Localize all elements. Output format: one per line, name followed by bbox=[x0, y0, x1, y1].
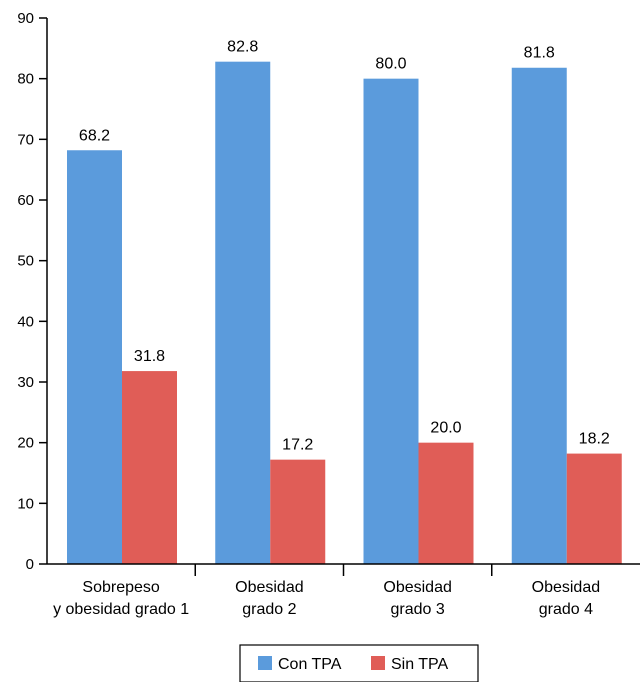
bar-con-tpa bbox=[363, 78, 419, 565]
data-label: 20.0 bbox=[430, 420, 461, 437]
bar-con-tpa bbox=[67, 150, 122, 564]
bar-sin-tpa bbox=[418, 442, 474, 564]
y-tick-label: 30 bbox=[17, 374, 34, 391]
data-label: 18.2 bbox=[579, 431, 610, 448]
y-tick-label: 40 bbox=[17, 313, 34, 330]
x-category-label: Obesidad bbox=[383, 579, 452, 596]
legend-label-sin-tpa: Sin TPA bbox=[391, 656, 449, 673]
x-category-label: Sobrepeso bbox=[82, 579, 159, 596]
x-ticks-group bbox=[194, 564, 493, 576]
bar-con-tpa bbox=[215, 61, 271, 565]
bar-sin-tpa bbox=[270, 459, 326, 564]
data-label: 68.2 bbox=[79, 127, 110, 144]
x-category-label: grado 3 bbox=[390, 601, 444, 618]
legend-label-con-tpa: Con TPA bbox=[278, 656, 342, 673]
y-tick-label: 50 bbox=[17, 253, 34, 270]
y-tick-label: 90 bbox=[17, 10, 34, 27]
y-tick-label: 10 bbox=[17, 495, 34, 512]
data-label: 17.2 bbox=[282, 437, 313, 454]
y-tick-label: 70 bbox=[17, 131, 34, 148]
bar-con-tpa bbox=[511, 67, 567, 564]
y-tick-label: 80 bbox=[17, 71, 34, 88]
x-category-label: y obesidad grado 1 bbox=[53, 601, 189, 618]
y-tick-label: 0 bbox=[26, 556, 34, 573]
x-category-label: grado 2 bbox=[242, 601, 296, 618]
data-labels-group: 68.2 31.8 82.8 17.2 80.0 20.0 81.8 18.2 bbox=[79, 39, 610, 454]
x-category-label: grado 4 bbox=[539, 601, 593, 618]
x-labels-group: Sobrepeso y obesidad grado 1 Obesidad grado… bbox=[53, 579, 600, 618]
y-tick-label: 60 bbox=[17, 192, 34, 209]
data-label: 31.8 bbox=[134, 348, 165, 365]
legend-swatch-sin-tpa bbox=[371, 656, 385, 670]
x-category-label: Obesidad bbox=[235, 579, 304, 596]
y-ticks-group: 0 10 20 30 40 50 60 70 80 90 bbox=[17, 10, 47, 573]
bar-sin-tpa bbox=[566, 453, 622, 564]
data-label: 82.8 bbox=[227, 39, 258, 56]
data-label: 81.8 bbox=[524, 45, 555, 62]
x-category-label: Obesidad bbox=[532, 579, 601, 596]
data-label: 80.0 bbox=[375, 56, 406, 73]
bars-group bbox=[67, 61, 622, 565]
legend-swatch-con-tpa bbox=[258, 656, 272, 670]
bar-sin-tpa bbox=[122, 371, 177, 564]
y-tick-label: 20 bbox=[17, 435, 34, 452]
legend-box bbox=[239, 644, 479, 682]
legend: Con TPA Sin TPA bbox=[239, 644, 479, 682]
